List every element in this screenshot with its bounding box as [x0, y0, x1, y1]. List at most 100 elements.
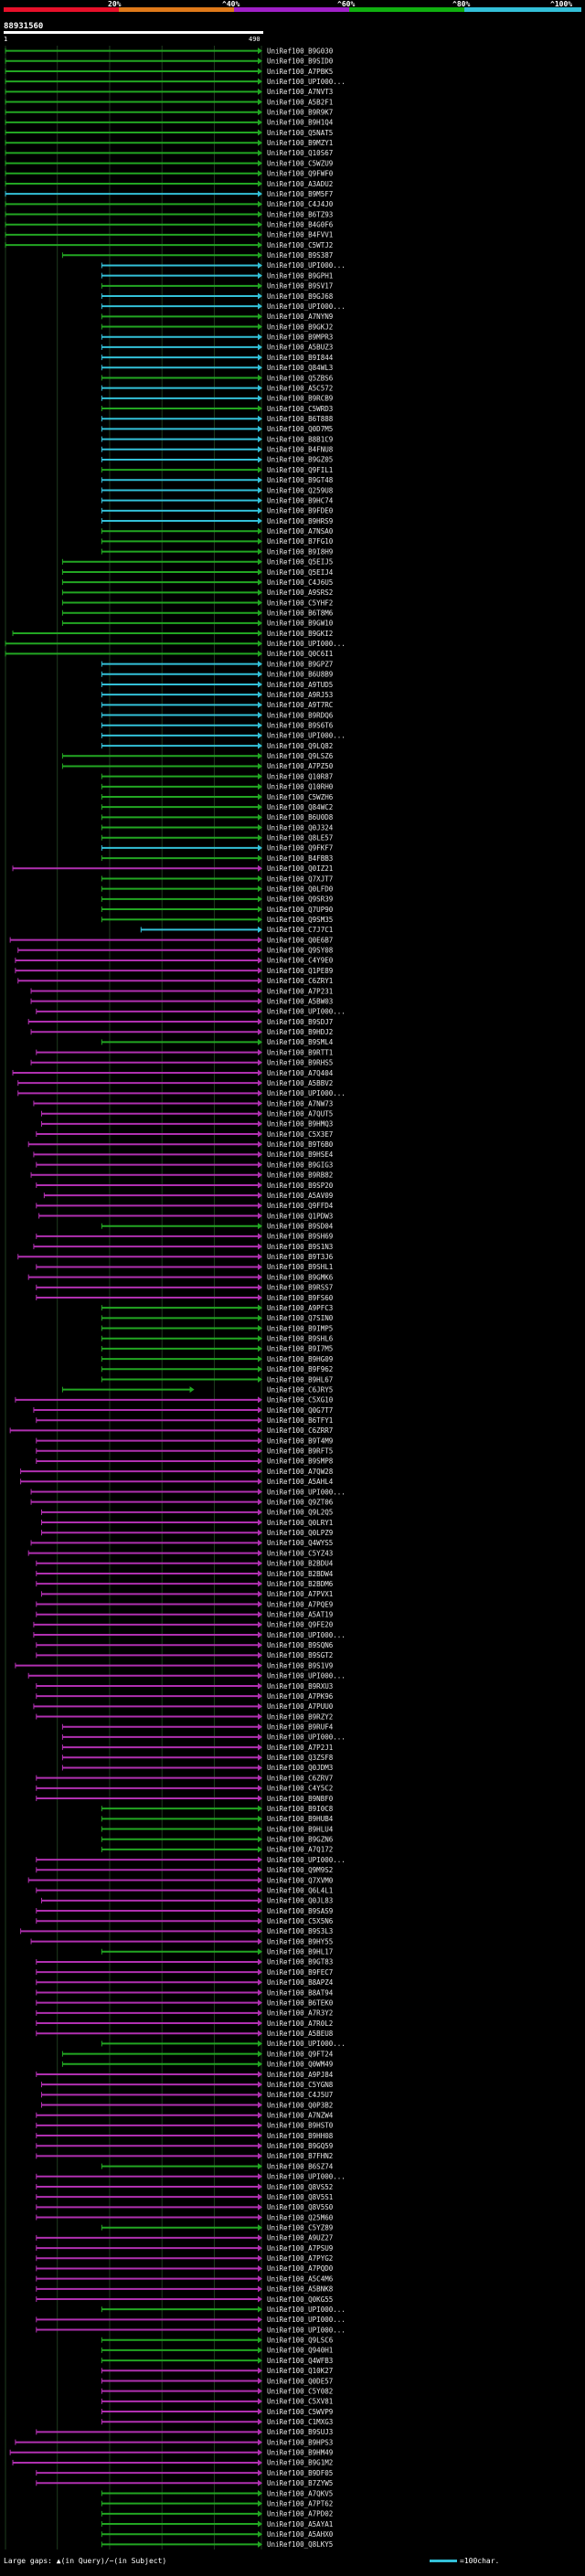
- hit-label[interactable]: UniRef100_B9GPH1: [267, 271, 333, 280]
- hit-label[interactable]: UniRef100_Q0JL83: [267, 1897, 333, 1905]
- hit-label[interactable]: UniRef100_B9HH08: [267, 2132, 334, 2140]
- hit-label[interactable]: UniRef100_A5AHX0: [267, 2530, 334, 2539]
- hit-label[interactable]: UniRef100_B9FDE0: [267, 507, 334, 515]
- hit-label[interactable]: UniRef100_B9HPS3: [267, 2438, 333, 2446]
- hit-label[interactable]: UniRef100_UPI000...: [267, 640, 346, 648]
- hit-label[interactable]: UniRef100_Q10K27: [267, 2367, 333, 2375]
- hit-label[interactable]: UniRef100_Q25M60: [267, 2213, 334, 2221]
- hit-label[interactable]: UniRef100_B7FHN2: [267, 2152, 333, 2160]
- hit-label[interactable]: UniRef100_A7PQE9: [267, 1600, 333, 1608]
- hit-label[interactable]: UniRef100_C4Y5C2: [267, 1785, 333, 1793]
- hit-label[interactable]: UniRef100_B9T6B0: [267, 1140, 334, 1149]
- hit-label[interactable]: UniRef100_Q7XJT7: [267, 875, 333, 883]
- hit-label[interactable]: UniRef100_A7PBK5: [267, 68, 333, 76]
- hit-label[interactable]: UniRef100_A7PVX1: [267, 1590, 333, 1598]
- hit-label[interactable]: UniRef100_B9S1N3: [267, 1243, 333, 1251]
- hit-label[interactable]: UniRef100_B9SDJ7: [267, 1018, 333, 1026]
- hit-label[interactable]: UniRef100_UPI000...: [267, 2306, 346, 2314]
- hit-label[interactable]: UniRef100_B9HM49: [267, 2449, 333, 2457]
- hit-label[interactable]: UniRef100_B9SHL1: [267, 1263, 333, 1271]
- hit-label[interactable]: UniRef100_B9SGT2: [267, 1651, 333, 1659]
- hit-label[interactable]: UniRef100_A7PYG2: [267, 2254, 333, 2263]
- hit-label[interactable]: UniRef100_B9RTT1: [267, 1048, 333, 1056]
- hit-label[interactable]: UniRef100_Q9FWF0: [267, 170, 334, 178]
- hit-label[interactable]: UniRef100_Q84WC2: [267, 803, 333, 811]
- hit-label[interactable]: UniRef100_Q259U8: [267, 486, 334, 494]
- hit-label[interactable]: UniRef100_C5X5N6: [267, 1917, 334, 1925]
- hit-label[interactable]: UniRef100_C6JRY5: [267, 1385, 333, 1394]
- hit-label[interactable]: UniRef100_B9NBF0: [267, 1795, 334, 1803]
- hit-label[interactable]: UniRef100_B4FVV1: [267, 231, 333, 239]
- hit-label[interactable]: UniRef100_A7NW73: [267, 1099, 333, 1108]
- hit-label[interactable]: UniRef100_Q9SM35: [267, 916, 333, 924]
- hit-label[interactable]: UniRef100_Q9FFD4: [267, 1202, 334, 1210]
- hit-label[interactable]: UniRef100_A7PZ50: [267, 762, 334, 770]
- hit-label[interactable]: UniRef100_B9G030: [267, 47, 334, 55]
- hit-label[interactable]: UniRef100_Q9LSC6: [267, 2337, 334, 2345]
- hit-label[interactable]: UniRef100_B9R9K7: [267, 108, 333, 116]
- hit-label[interactable]: UniRef100_C5YZ89: [267, 2224, 333, 2232]
- hit-label[interactable]: UniRef100_B9GZN6: [267, 1836, 334, 1844]
- hit-label[interactable]: UniRef100_C5WVP9: [267, 2408, 333, 2416]
- hit-label[interactable]: UniRef100_Q5NAT5: [267, 129, 333, 137]
- hit-label[interactable]: UniRef100_B9GKJ2: [267, 323, 333, 331]
- hit-label[interactable]: UniRef100_B9FS60: [267, 1294, 334, 1302]
- hit-label[interactable]: UniRef100_B9FEC7: [267, 1968, 333, 1977]
- hit-label[interactable]: UniRef100_B9RDQ6: [267, 711, 334, 719]
- hit-label[interactable]: UniRef100_B9HY55: [267, 1937, 333, 1945]
- hit-label[interactable]: UniRef100_B9RHS5: [267, 1059, 333, 1067]
- hit-label[interactable]: UniRef100_Q10RH0: [267, 783, 334, 791]
- hit-label[interactable]: UniRef100_B8B1C9: [267, 435, 333, 443]
- hit-label[interactable]: UniRef100_A5BEU8: [267, 2030, 334, 2038]
- hit-label[interactable]: UniRef100_B9HUB4: [267, 1815, 334, 1823]
- hit-label[interactable]: UniRef100_Q0E6B7: [267, 936, 333, 944]
- hit-label[interactable]: UniRef100_A9RJ53: [267, 691, 333, 699]
- hit-label[interactable]: UniRef100_B9GPZ7: [267, 660, 333, 668]
- hit-label[interactable]: UniRef100_Q0WM49: [267, 2061, 333, 2069]
- hit-label[interactable]: UniRef100_Q10S67: [267, 149, 333, 157]
- hit-label[interactable]: UniRef100_A5AV09: [267, 1192, 333, 1200]
- hit-label[interactable]: UniRef100_A7NZW4: [267, 2111, 334, 2119]
- hit-label[interactable]: UniRef100_B6TFY1: [267, 1416, 333, 1425]
- hit-label[interactable]: UniRef100_B9HL67: [267, 1375, 333, 1383]
- hit-label[interactable]: UniRef100_Q9SR39: [267, 896, 333, 904]
- hit-label[interactable]: UniRef100_Q0LPZ9: [267, 1529, 333, 1537]
- hit-label[interactable]: UniRef100_A7NSA0: [267, 527, 334, 535]
- hit-label[interactable]: UniRef100_UPI000...: [267, 261, 346, 270]
- hit-label[interactable]: UniRef100_A9SRS2: [267, 588, 333, 597]
- hit-label[interactable]: UniRef100_Q0C6I1: [267, 650, 333, 658]
- hit-label[interactable]: UniRef100_A7PK96: [267, 1692, 334, 1701]
- hit-label[interactable]: UniRef100_Q940H1: [267, 2347, 333, 2355]
- hit-label[interactable]: UniRef100_A7R0L2: [267, 2019, 333, 2028]
- hit-label[interactable]: UniRef100_C5Y082: [267, 2387, 333, 2395]
- hit-label[interactable]: UniRef100_A7PT62: [267, 2499, 333, 2507]
- hit-label[interactable]: UniRef100_UPI000...: [267, 2040, 346, 2048]
- hit-label[interactable]: UniRef100_Q1PE89: [267, 967, 333, 975]
- hit-label[interactable]: UniRef100_A5B2F1: [267, 98, 333, 106]
- hit-label[interactable]: UniRef100_C5WRD3: [267, 405, 333, 413]
- hit-label[interactable]: UniRef100_UPI000...: [267, 1733, 346, 1742]
- hit-label[interactable]: UniRef100_Q0LFD0: [267, 885, 334, 893]
- hit-label[interactable]: UniRef100_A7PUU0: [267, 1702, 334, 1711]
- hit-label[interactable]: UniRef100_A9T7RC: [267, 701, 333, 709]
- hit-label[interactable]: UniRef100_B9IMP5: [267, 1324, 333, 1332]
- hit-label[interactable]: UniRef100_B9I7M5: [267, 1345, 333, 1353]
- hit-label[interactable]: UniRef100_Q9FKF7: [267, 844, 333, 853]
- hit-label[interactable]: UniRef100_B9T3J6: [267, 1253, 334, 1261]
- hit-label[interactable]: UniRef100_A7NYN9: [267, 313, 333, 321]
- hit-label[interactable]: UniRef100_Q4WFB3: [267, 2357, 333, 2365]
- hit-label[interactable]: UniRef100_Q3ZSF8: [267, 1754, 334, 1762]
- hit-label[interactable]: UniRef100_UPI000...: [267, 1856, 346, 1864]
- hit-label[interactable]: UniRef100_A7QW28: [267, 1468, 334, 1476]
- hit-label[interactable]: UniRef100_B9S3L3: [267, 1927, 333, 1935]
- hit-label[interactable]: UniRef100_A7PSU9: [267, 2244, 333, 2253]
- hit-label[interactable]: UniRef100_Q0JDM3: [267, 1764, 333, 1772]
- hit-label[interactable]: UniRef100_A7P231: [267, 987, 333, 995]
- hit-label[interactable]: UniRef100_UPI000...: [267, 2316, 346, 2324]
- hit-label[interactable]: UniRef100_UPI000...: [267, 1488, 346, 1496]
- hit-label[interactable]: UniRef100_B4G0F6: [267, 221, 334, 229]
- hit-label[interactable]: UniRef100_B9RUF4: [267, 1723, 334, 1732]
- hit-label[interactable]: UniRef100_B9HDJ2: [267, 1028, 333, 1036]
- hit-label[interactable]: UniRef100_B9SP20: [267, 1182, 334, 1190]
- hit-label[interactable]: UniRef100_B9SQN6: [267, 1641, 334, 1649]
